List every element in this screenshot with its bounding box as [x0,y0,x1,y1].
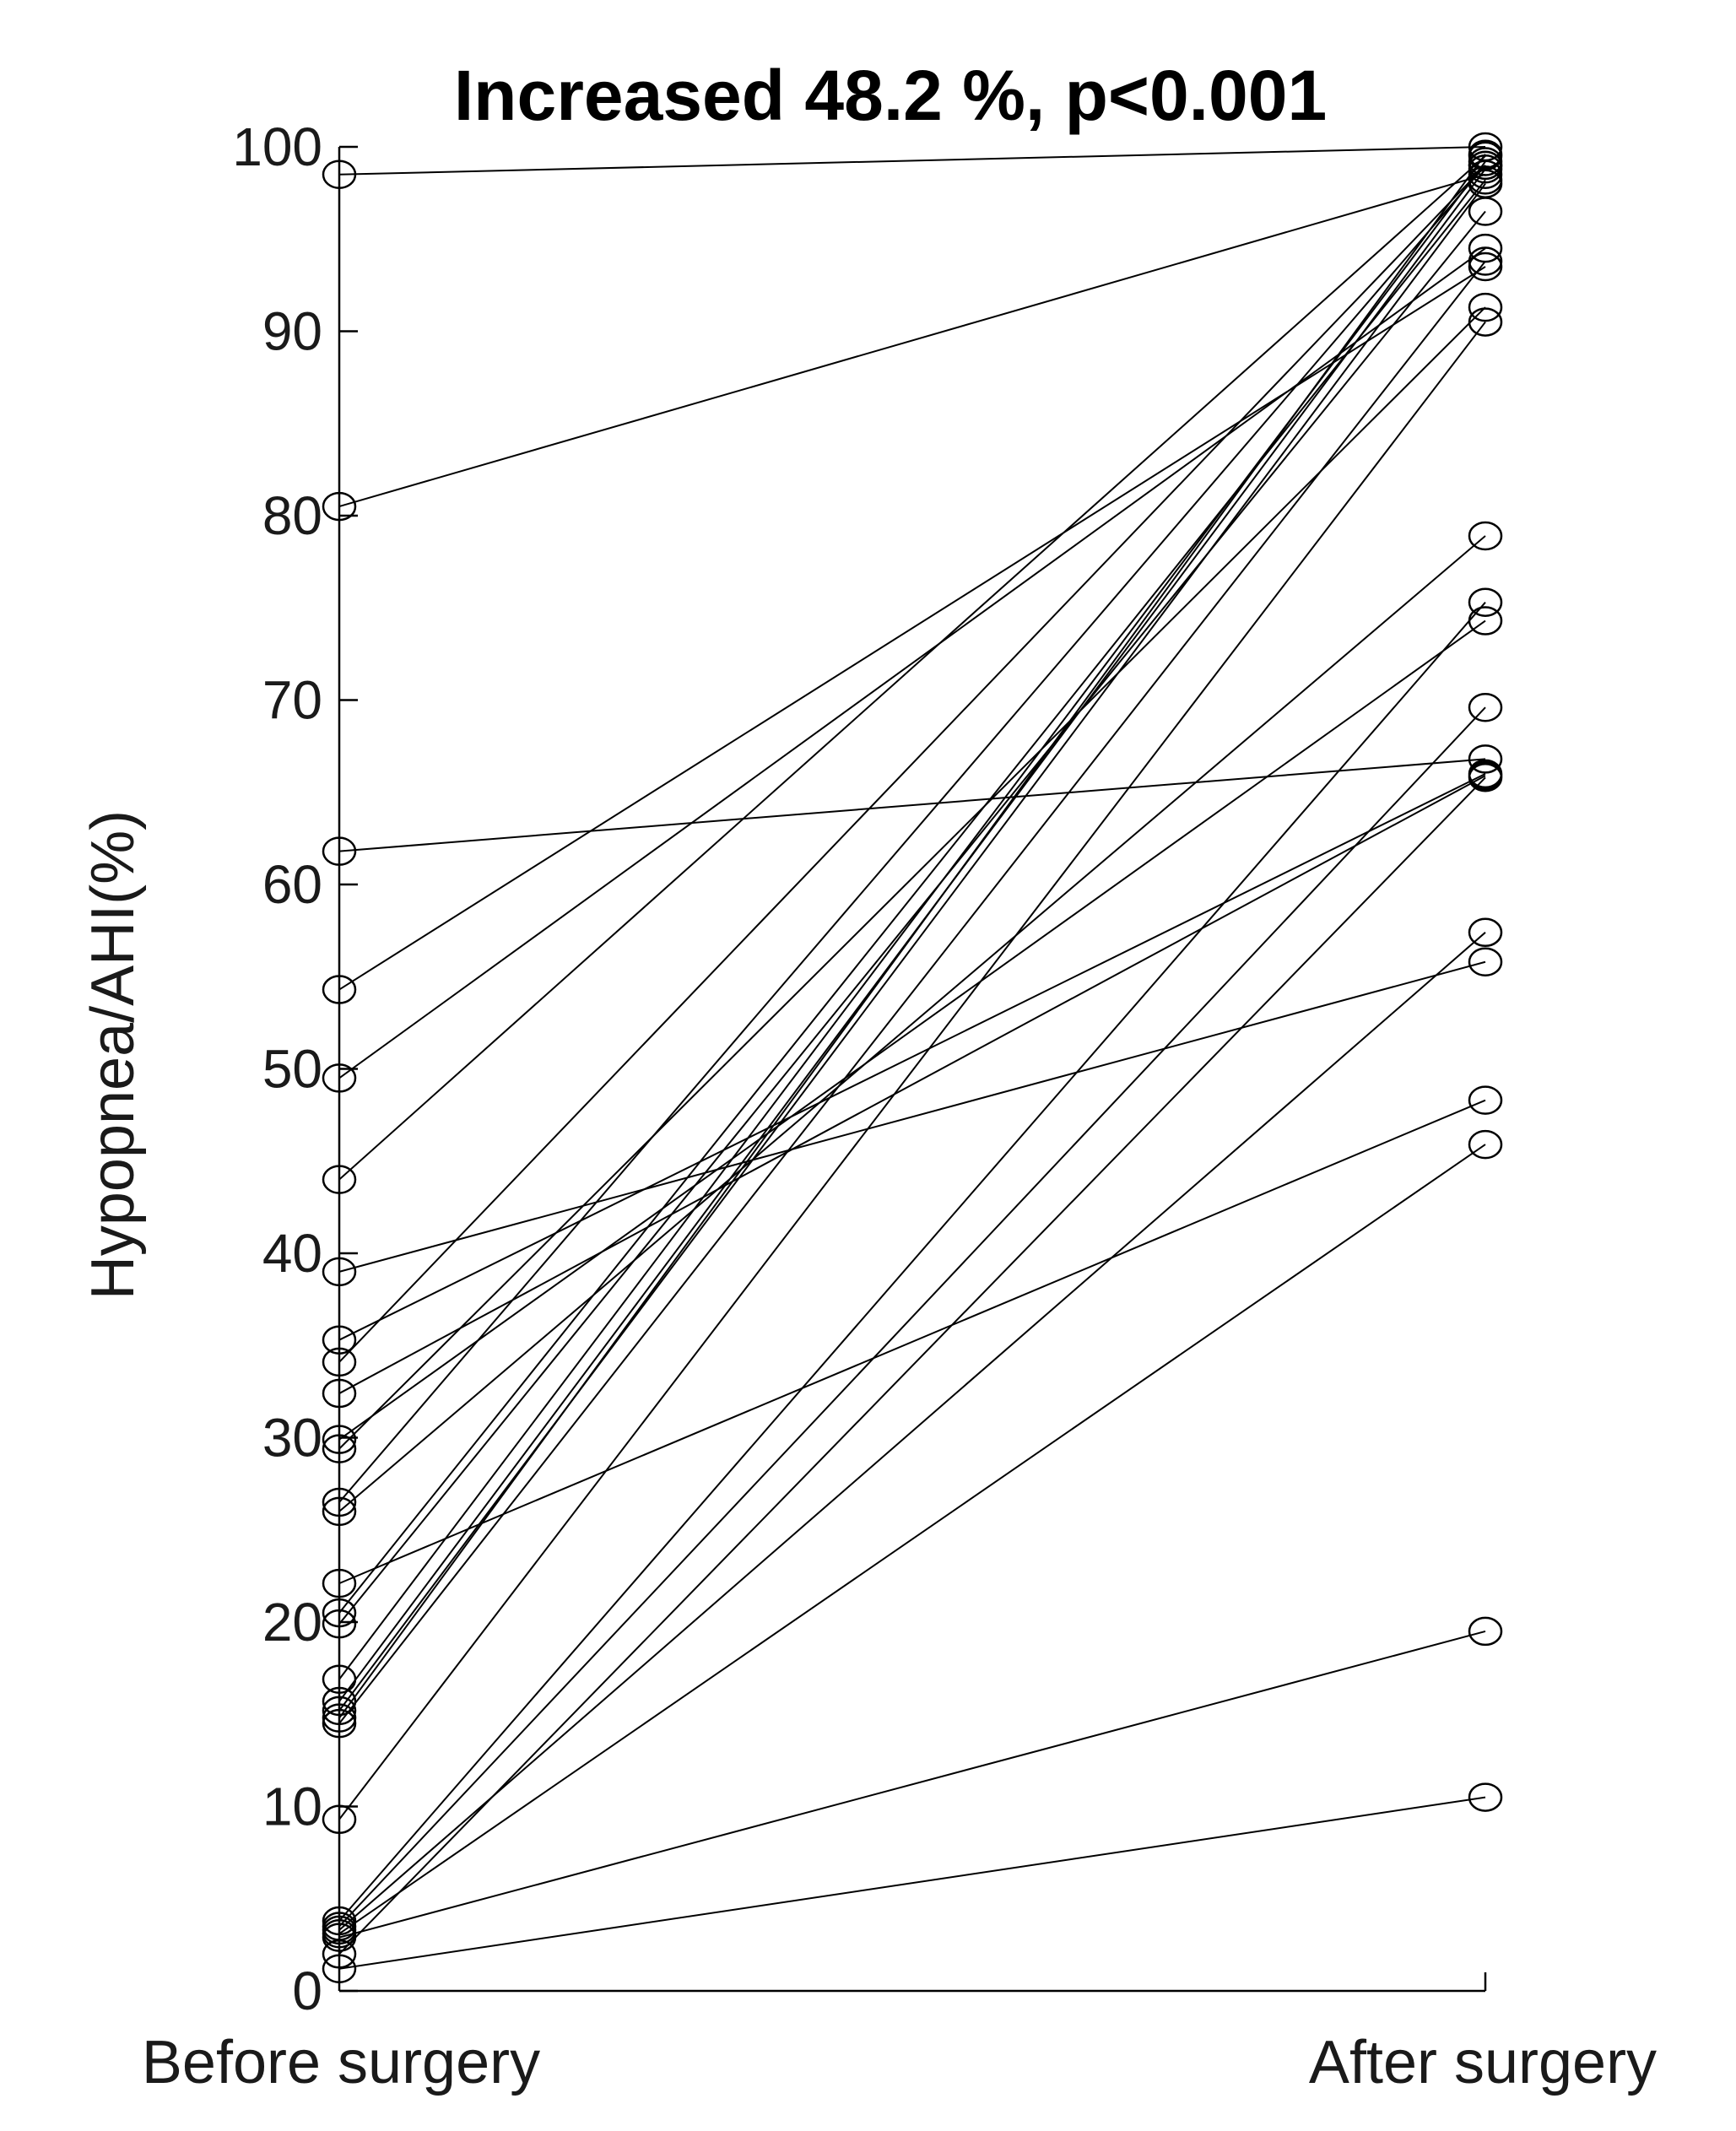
y-tick-label: 80 [262,485,322,546]
after-marker [1468,744,1503,774]
y-ticks: 0 10 20 30 40 50 60 70 80 90 100 [232,116,358,2021]
pair-line [338,1630,1486,1939]
pair-line [338,776,1486,1955]
before-marker [322,1906,357,1936]
markers [322,132,1503,1984]
before-marker [322,1696,357,1726]
pair-line [338,758,1486,852]
before-marker [322,1165,357,1194]
after-marker [1468,521,1503,551]
x-categories: Before surgery After surgery [142,2029,1657,2096]
pair-line [338,1796,1486,1970]
after-marker [1468,763,1503,792]
before-marker [322,1257,357,1287]
pair-line [338,260,1486,1724]
before-marker [322,1609,357,1639]
pair-line [338,1099,1486,1585]
before-marker [322,1708,357,1739]
before-marker [322,1487,357,1517]
pair-line [338,165,1486,1363]
before-marker [322,1378,357,1409]
after-marker [1468,252,1503,282]
after-marker [1468,587,1503,617]
pair-line [338,165,1486,1503]
after-marker [1468,147,1503,176]
after-marker [1468,307,1503,337]
pair-line [338,321,1486,1820]
y-axis-label: Hypopnea/AHI(%) [79,810,147,1300]
y-tick-label: 60 [262,854,322,915]
after-marker [1468,1129,1503,1160]
pair-line [338,1144,1486,1935]
after-marker [1468,606,1503,636]
y-tick-label: 0 [292,1961,322,2021]
y-tick-label: 30 [262,1408,322,1468]
before-marker [322,1347,357,1377]
after-marker [1468,692,1503,722]
before-marker [322,491,357,522]
before-marker [322,160,357,190]
y-tick-label: 10 [262,1777,322,1837]
after-marker [1468,169,1503,198]
x-category-label: Before surgery [142,2029,540,2096]
pair-line [338,266,1486,991]
after-marker [1468,246,1503,276]
before-marker [322,1923,357,1952]
after-marker [1468,160,1503,190]
after-marker [1468,1616,1503,1647]
before-marker [322,1496,357,1527]
pair-line [338,146,1486,176]
pair-line [338,535,1486,1512]
before-marker [322,836,357,866]
after-marker [1468,917,1503,948]
y-tick-label: 100 [232,116,322,177]
before-marker [322,1598,357,1628]
before-marker [322,1325,357,1355]
before-marker [322,1568,357,1598]
pair-line [338,932,1486,1931]
y-tick-label: 90 [262,301,322,362]
y-tick-label: 40 [262,1223,322,1284]
before-marker [322,1686,357,1717]
after-marker [1468,139,1503,169]
x-category-label: After surgery [1309,2029,1657,2096]
after-marker [1468,1085,1503,1115]
pair-line [338,210,1486,1625]
pair-line [338,775,1486,1394]
y-tick-label: 20 [262,1592,322,1652]
pair-line [338,154,1486,1719]
pair-line [338,306,1486,1450]
pair-line [338,619,1486,1441]
chart-title: Increased 48.2 %, p<0.001 [454,56,1327,135]
pair-line [338,960,1486,1273]
pair-line [338,247,1486,1079]
pair-line [338,183,1486,1712]
pair-line [338,602,1486,1922]
after-marker [1468,1782,1503,1812]
pair-line [338,173,1486,508]
before-marker [322,1939,357,1969]
after-marker [1468,947,1503,977]
after-marker [1468,233,1503,263]
y-tick-label: 70 [262,670,322,731]
before-marker [322,1664,357,1694]
pair-line [338,773,1486,1341]
y-tick-label: 50 [262,1039,322,1100]
before-marker [322,975,357,1004]
pair-line [338,155,1486,1181]
before-marker [322,1425,357,1454]
before-marker [322,1434,357,1463]
pair-line [338,706,1486,1928]
before-marker [322,1954,357,1984]
before-marker [322,1063,357,1093]
after-marker [1468,154,1503,184]
pair-line [338,179,1486,1614]
before-marker [322,1703,357,1733]
after-marker [1468,292,1503,322]
paired-lines [338,146,1486,1970]
